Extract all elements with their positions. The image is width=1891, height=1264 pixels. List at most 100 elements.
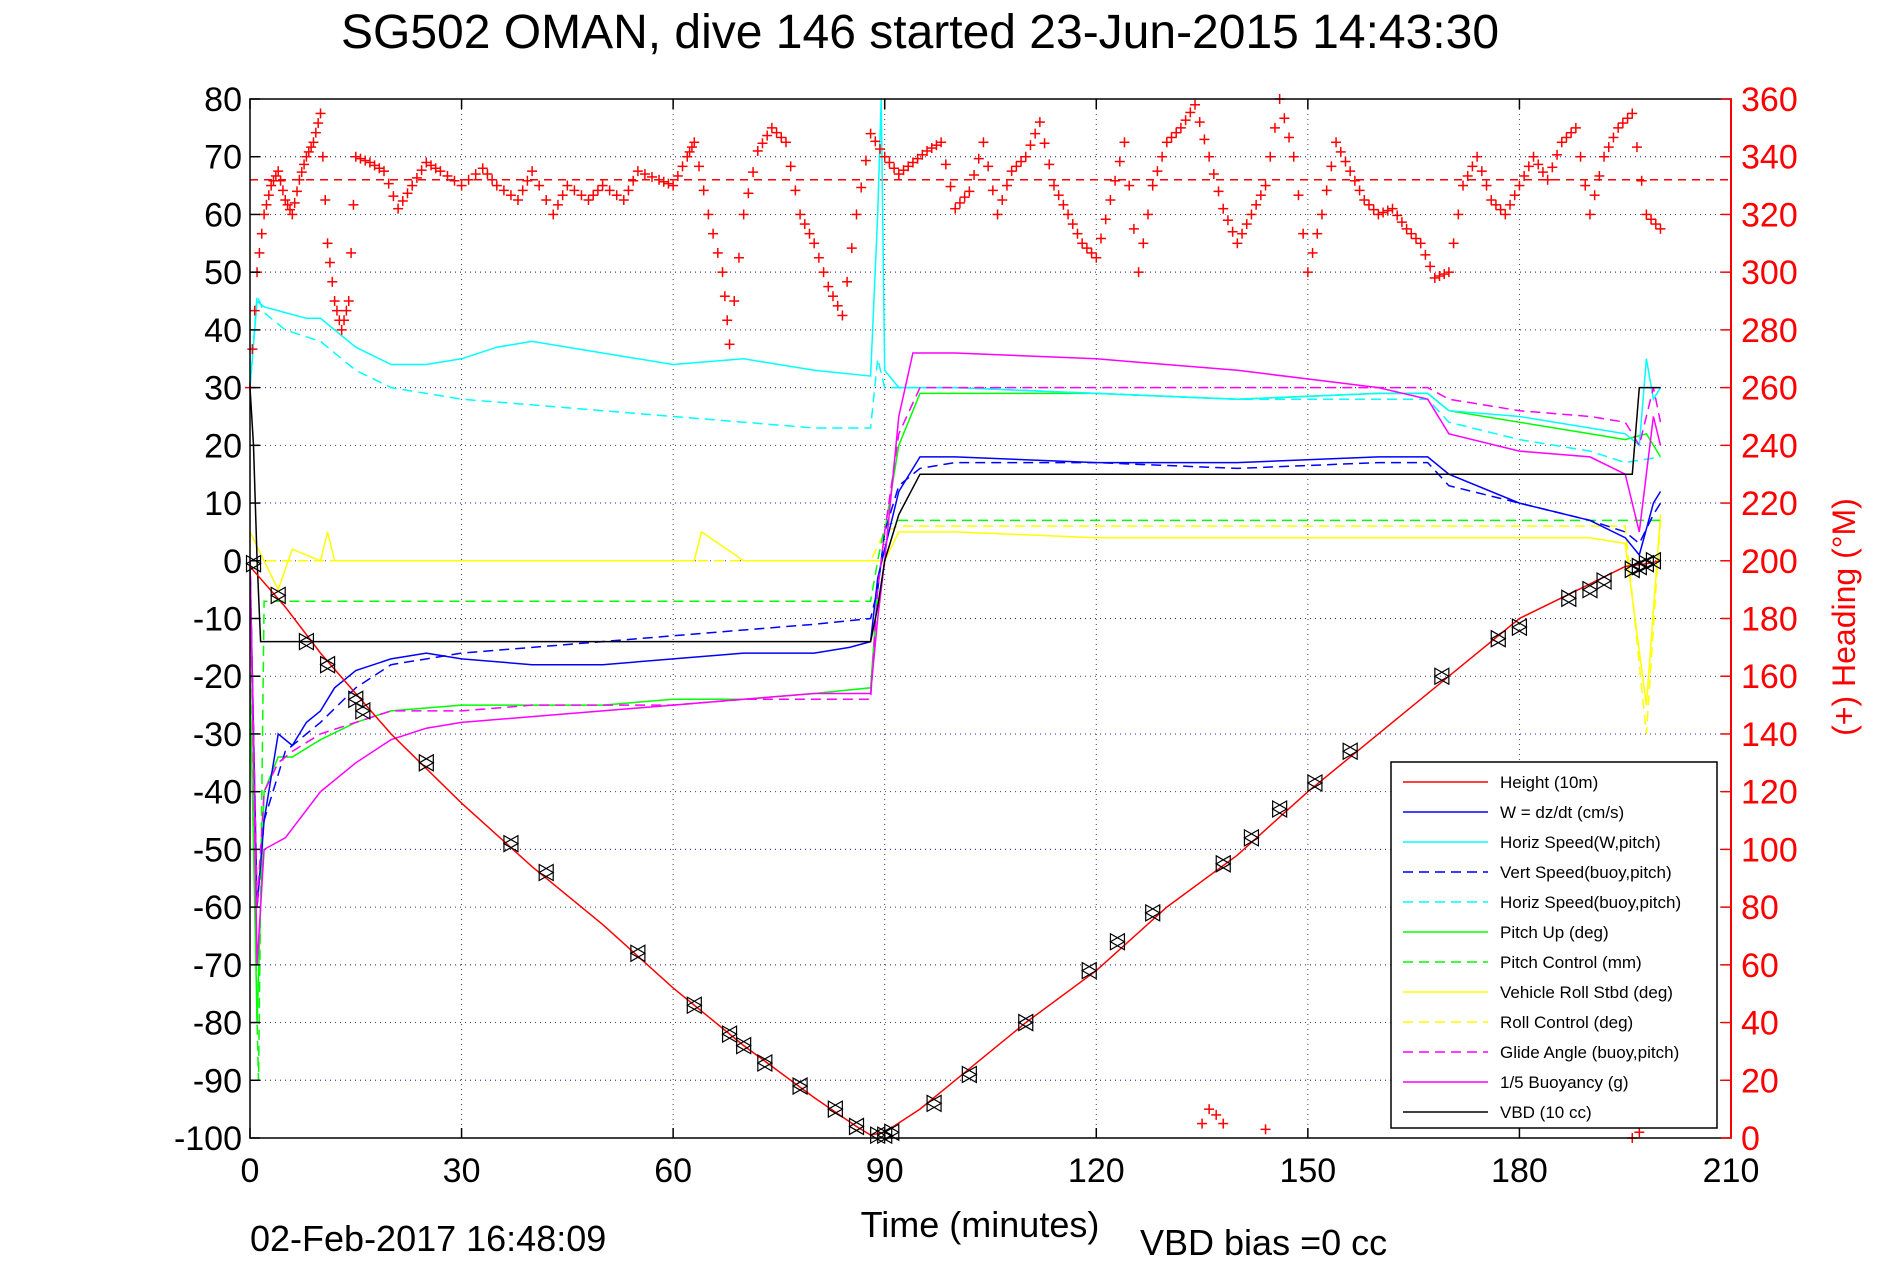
depth-marker <box>1081 961 1098 980</box>
depth-marker <box>1271 799 1288 819</box>
heading-point <box>1634 1127 1645 1138</box>
heading-point <box>270 170 281 181</box>
heading-point <box>1655 223 1666 234</box>
heading-point <box>1580 180 1591 191</box>
heading-point <box>294 174 305 185</box>
heading-point <box>729 296 740 307</box>
heading-point <box>275 175 286 186</box>
heading-point <box>618 195 629 206</box>
depth-marker <box>848 1117 865 1136</box>
heading-point <box>712 247 723 258</box>
heading-point <box>1293 190 1304 201</box>
heading-point <box>1246 209 1257 220</box>
heading-point <box>1213 186 1224 197</box>
heading-point <box>557 190 568 201</box>
heading-point <box>1204 1104 1215 1115</box>
heading-point <box>1646 214 1657 225</box>
x-tick-label: 0 <box>241 1152 260 1190</box>
heading-point <box>1119 137 1130 148</box>
heading-point <box>456 180 467 191</box>
heading-point <box>1208 169 1219 180</box>
legend-label: Vehicle Roll Stbd (deg) <box>1500 983 1673 1002</box>
heading-point <box>790 185 801 196</box>
heading-point <box>804 228 815 239</box>
depth-marker <box>1017 1013 1034 1032</box>
heading-point <box>1345 166 1356 177</box>
heading-point <box>879 151 890 162</box>
legend-label: Vert Speed(buoy,pitch) <box>1500 863 1672 882</box>
heading-point <box>1425 261 1436 272</box>
heading-point <box>1077 238 1088 249</box>
heading-point <box>1138 238 1149 249</box>
depth-marker <box>791 1077 809 1096</box>
heading-point <box>1589 190 1600 201</box>
y-tick-label-right: 160 <box>1741 658 1798 696</box>
heading-point <box>1462 170 1473 181</box>
heading-point <box>733 252 744 263</box>
heading-point <box>301 151 312 162</box>
heading-point <box>1584 209 1595 220</box>
heading-point <box>1157 151 1168 162</box>
heading-point <box>331 305 342 316</box>
heading-point <box>299 159 310 170</box>
heading-point <box>1114 156 1125 167</box>
heading-point <box>1382 205 1393 216</box>
heading-point <box>435 166 446 177</box>
heading-point <box>1006 166 1017 177</box>
heading-point <box>1034 117 1045 128</box>
heading-point <box>1434 271 1445 282</box>
heading-point <box>527 166 538 177</box>
heading-point <box>1467 161 1478 172</box>
heading-point <box>954 197 965 208</box>
x-tick-label: 30 <box>443 1152 481 1190</box>
heading-point <box>978 137 989 148</box>
y-tick-label-left: -90 <box>193 1062 242 1100</box>
x-tick-label: 180 <box>1491 1152 1548 1190</box>
heading-point <box>1439 269 1450 280</box>
y-tick-label-right: 80 <box>1741 889 1779 927</box>
heading-point <box>1251 199 1262 210</box>
series-lines <box>250 99 1662 1136</box>
heading-point <box>1260 1124 1271 1135</box>
x-tick-label: 150 <box>1279 1152 1336 1190</box>
heading-point <box>1500 209 1511 220</box>
heading-point <box>1100 214 1111 225</box>
heading-point <box>397 195 408 206</box>
heading-point <box>672 170 683 181</box>
heading-point <box>1204 151 1215 162</box>
heading-point <box>296 167 307 178</box>
y-tick-label-left: 10 <box>204 485 242 523</box>
heading-point <box>1058 199 1069 210</box>
heading-point <box>889 163 900 174</box>
heading-point <box>505 190 516 201</box>
depth-marker <box>1215 854 1232 873</box>
heading-point <box>1143 209 1154 220</box>
heading-point <box>1048 180 1059 191</box>
depth-marker <box>1560 589 1578 608</box>
heading-point <box>378 166 389 177</box>
heading-point <box>266 180 277 191</box>
heading-point <box>1636 175 1647 186</box>
x-tick-label: 60 <box>654 1152 692 1190</box>
y-tick-label-right: 280 <box>1741 312 1798 350</box>
depth-marker <box>354 701 372 720</box>
heading-point <box>1190 99 1201 110</box>
heading-point <box>1354 185 1365 196</box>
heading-point <box>1237 228 1248 239</box>
heading-point <box>350 151 361 162</box>
heading-point <box>1185 107 1196 118</box>
heading-point <box>1406 228 1417 239</box>
heading-point <box>1105 195 1116 206</box>
heading-point <box>1401 223 1412 234</box>
heading-point <box>282 199 293 210</box>
y-tick-label-right: 240 <box>1741 427 1798 465</box>
depth-marker <box>502 834 520 853</box>
depth-marker <box>735 1036 752 1055</box>
heading-point <box>1166 132 1177 143</box>
heading-point <box>348 199 359 210</box>
heading-point <box>823 281 834 292</box>
heading-point <box>724 339 735 350</box>
legend-items: Height (10m) W = dz/dt (cm/s) Horiz Speed(… <box>1403 773 1681 1122</box>
heading-point <box>383 178 394 189</box>
heading-point <box>482 169 493 180</box>
